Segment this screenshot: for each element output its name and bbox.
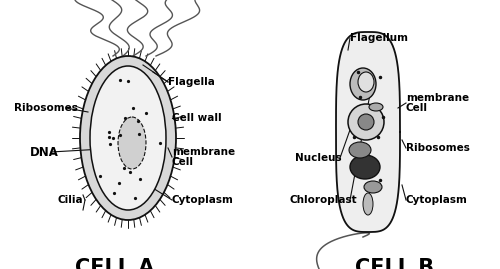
Ellipse shape <box>363 193 373 215</box>
Text: Cell: Cell <box>172 157 194 167</box>
Ellipse shape <box>369 103 383 111</box>
Text: Flagellum: Flagellum <box>350 33 408 43</box>
Ellipse shape <box>350 155 380 179</box>
Text: membrane: membrane <box>406 93 469 103</box>
Text: CELL B: CELL B <box>356 258 434 269</box>
Text: Ribosomes: Ribosomes <box>14 103 78 113</box>
Text: Ribosomes: Ribosomes <box>406 143 470 153</box>
Ellipse shape <box>349 142 371 158</box>
Text: Flagella: Flagella <box>168 77 215 87</box>
Text: Cytoplasm: Cytoplasm <box>172 195 234 205</box>
Text: Cytoplasm: Cytoplasm <box>406 195 468 205</box>
Text: Cilia: Cilia <box>58 195 84 205</box>
Text: membrane: membrane <box>172 147 235 157</box>
Ellipse shape <box>358 114 374 130</box>
Ellipse shape <box>90 66 166 210</box>
Text: Cell: Cell <box>406 103 428 113</box>
Text: CELL A: CELL A <box>76 258 154 269</box>
Ellipse shape <box>118 117 146 169</box>
Ellipse shape <box>364 181 382 193</box>
Text: Chloroplast: Chloroplast <box>290 195 358 205</box>
Ellipse shape <box>358 72 374 92</box>
Polygon shape <box>336 32 400 232</box>
Text: Cell wall: Cell wall <box>172 113 222 123</box>
Text: DNA: DNA <box>30 146 59 158</box>
Ellipse shape <box>80 56 176 220</box>
Text: Nucleus: Nucleus <box>295 153 342 163</box>
Ellipse shape <box>350 68 376 100</box>
Ellipse shape <box>348 104 384 140</box>
